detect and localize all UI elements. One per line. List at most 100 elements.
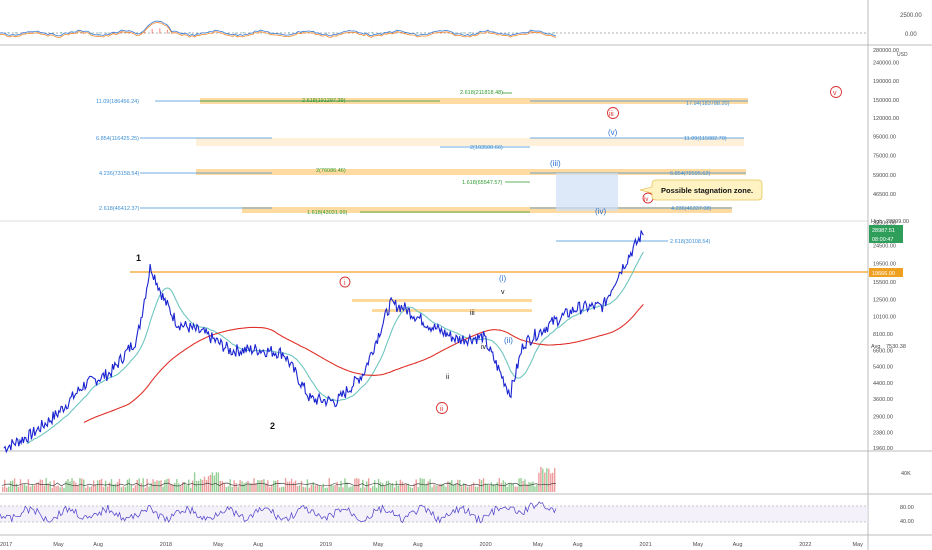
level-tag	[869, 268, 903, 277]
volume-bar	[134, 485, 136, 492]
volume-bar	[223, 483, 225, 492]
price-tick-label: 10100.00	[873, 315, 896, 321]
volume-bar	[168, 478, 170, 492]
wave-label-small-ii: ii	[446, 374, 450, 381]
volume-bar	[405, 484, 407, 492]
wave-label-small-iv: iv	[481, 344, 487, 351]
histogram-bar	[280, 32, 282, 34]
time-tick-label: Aug	[573, 542, 583, 548]
volume-bar	[77, 485, 79, 492]
high-tag-value: 28999.00	[886, 219, 909, 225]
volume-bar	[520, 478, 522, 492]
volume-bar	[158, 480, 160, 492]
price-tick-label: 24500.00	[873, 243, 896, 249]
volume-bar	[55, 486, 57, 492]
histogram-bar	[530, 31, 532, 34]
time-tick-label: 2022	[799, 542, 811, 548]
fib-labels: 11.09(186456.24) 2.618(191297.39) 2.618(…	[96, 90, 730, 245]
volume-bar	[7, 486, 10, 492]
volume-bar	[504, 482, 506, 492]
volume-bar	[195, 480, 198, 492]
wave-circle-ii	[436, 402, 448, 414]
histogram-bar	[333, 32, 335, 34]
volume-bar	[43, 485, 45, 492]
fib-label: 2.618(211818.48)	[460, 90, 503, 96]
volume-bar	[542, 468, 544, 492]
volume-bar	[142, 478, 144, 492]
rsi-tick-40: 40.00	[900, 519, 914, 525]
volume-bar	[286, 481, 289, 492]
fib-label: 6.854(72595.62)	[670, 171, 711, 177]
time-tick-label: 2019	[320, 542, 332, 548]
histogram-bar	[371, 31, 373, 34]
volume-bar	[19, 479, 22, 492]
volume-bar	[322, 483, 324, 492]
volume-bar	[140, 483, 142, 492]
volume-bar	[277, 480, 279, 492]
volume-bar	[550, 473, 552, 492]
volume-bar	[449, 481, 451, 492]
fib-band	[242, 207, 732, 213]
histogram-bar	[113, 32, 115, 34]
price-tick-label: 12500.00	[873, 297, 896, 303]
volume-bar	[484, 483, 487, 492]
volume-bar	[152, 479, 154, 492]
volume-bar	[302, 486, 305, 492]
volume-bar	[461, 486, 463, 492]
wave-label-small-iii: iii	[470, 310, 475, 317]
volume-bar	[201, 480, 204, 492]
histogram-bar	[91, 32, 93, 34]
volume-bar	[552, 472, 554, 492]
level-tag-value: 19666.00	[872, 271, 895, 277]
volume-bar	[502, 480, 504, 492]
time-tick-label: May	[373, 542, 384, 548]
time-tick-label: May	[53, 542, 64, 548]
volume-bar	[245, 482, 247, 492]
volume-bar	[427, 481, 429, 492]
volume-bar	[199, 478, 202, 492]
last-price-tag	[869, 225, 903, 234]
volume-bar	[470, 484, 473, 492]
price-tick-label: 3600.00	[873, 397, 893, 403]
volume-bar	[13, 478, 16, 492]
volume-bar	[205, 480, 208, 492]
volume-bar	[271, 484, 273, 492]
volume-bar	[514, 486, 516, 492]
volume-bar	[510, 482, 512, 492]
last-price-value: 28987.51	[872, 228, 895, 234]
volume-bar	[89, 487, 91, 492]
volume-bar	[360, 487, 362, 492]
volume-bar	[6, 487, 8, 492]
histogram-bar	[447, 32, 449, 34]
volume-bar	[356, 478, 358, 492]
volume-bar	[283, 486, 285, 492]
price-tick-label: 2900.00	[873, 415, 893, 421]
volume-bar	[154, 481, 156, 492]
volume-bar	[298, 485, 301, 492]
fib-label: 4.236(73158.54)	[99, 171, 140, 177]
fib-label: 17.94(183788.20)	[686, 101, 730, 107]
volume-bar	[467, 487, 469, 492]
volume-bar	[308, 487, 311, 492]
volume-bar	[425, 483, 427, 492]
volume-bar	[326, 487, 328, 492]
volume-bar	[110, 479, 113, 492]
volume-bar	[532, 481, 534, 492]
volume-bar	[310, 484, 313, 492]
volume-bar	[524, 479, 526, 492]
volume-bar	[69, 481, 71, 492]
volume-bar	[180, 486, 182, 492]
volume-bar	[399, 479, 402, 492]
price-tick-label: 190000.00	[873, 79, 899, 85]
volume-bar	[172, 484, 174, 492]
time-tick-label: Aug	[253, 542, 263, 548]
volume-bar	[530, 482, 532, 492]
wave-label-circle-iii: iii	[609, 111, 614, 118]
volume-bar	[292, 482, 295, 492]
volume-bar	[528, 482, 530, 492]
volume-bar	[486, 483, 489, 492]
volume-bar	[538, 472, 540, 492]
histogram-bar	[386, 32, 388, 34]
volume-bar	[540, 466, 542, 492]
histogram-bar	[492, 32, 494, 34]
